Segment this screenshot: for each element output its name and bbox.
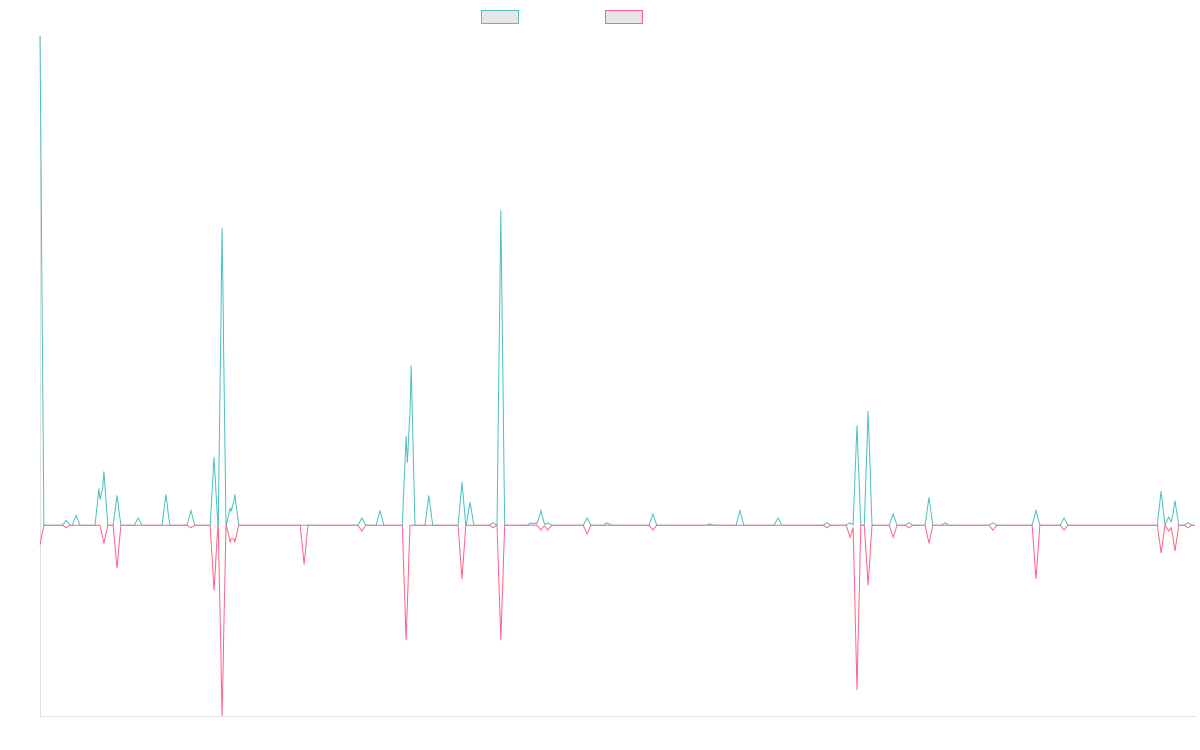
series-1-line [39, 35, 1195, 527]
legend-series-2-swatch[interactable] [605, 10, 643, 24]
legend-series-1-swatch[interactable] [481, 10, 519, 24]
series-2-line [39, 523, 1195, 717]
